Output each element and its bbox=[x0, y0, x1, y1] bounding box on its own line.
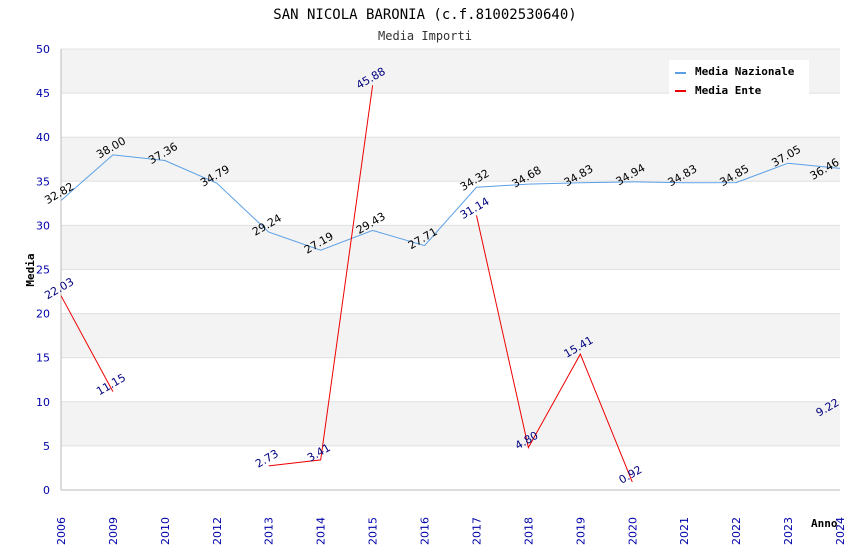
x-tick-label: 2013 bbox=[263, 517, 276, 545]
y-tick-label: 25 bbox=[36, 264, 50, 277]
x-tick-label: 2010 bbox=[159, 517, 172, 545]
series-line-media-ente bbox=[60, 295, 114, 392]
legend: Media Nazionale Media Ente bbox=[669, 60, 809, 100]
x-tick-label: 2015 bbox=[367, 517, 380, 545]
legend-label-nazionale: Media Nazionale bbox=[695, 65, 795, 78]
legend-box bbox=[669, 60, 809, 100]
series-line-media-ente bbox=[475, 215, 633, 483]
x-tick-labels: 2006 2009 2010 2012 2013 2014 2015 2016 2017 2018… bbox=[55, 517, 847, 545]
x-tick-label: 2006 bbox=[55, 517, 68, 545]
x-tick-label: 2014 bbox=[315, 517, 328, 545]
y-tick-label: 10 bbox=[36, 396, 50, 409]
x-tick-label: 2017 bbox=[470, 517, 483, 545]
x-tick-label: 2012 bbox=[211, 517, 224, 545]
y-tick-label: 30 bbox=[36, 219, 50, 232]
grid-band bbox=[61, 137, 840, 182]
chart-title: SAN NICOLA BARONIA (c.f.81002530640) bbox=[273, 7, 576, 23]
x-tick-label: 2024 bbox=[834, 517, 847, 545]
series-line-media-ente bbox=[268, 85, 374, 467]
data-label-media-ente: 11.15 bbox=[94, 371, 128, 398]
y-tick-label: 15 bbox=[36, 352, 50, 365]
grid-band bbox=[61, 401, 840, 446]
grid-band bbox=[61, 225, 840, 270]
y-tick-label: 20 bbox=[36, 308, 50, 321]
data-label-media-ente: 22.03 bbox=[42, 275, 76, 302]
x-tick-label: 2023 bbox=[782, 517, 795, 545]
y-tick-labels: 0 5 10 15 20 25 30 35 40 45 50 bbox=[36, 43, 50, 497]
y-tick-label: 50 bbox=[36, 43, 50, 56]
x-tick-label: 2020 bbox=[626, 517, 639, 545]
data-label-media-ente: 0.92 bbox=[617, 463, 645, 487]
y-tick-label: 0 bbox=[43, 484, 50, 497]
x-tick-label: 2009 bbox=[107, 517, 120, 545]
y-tick-label: 45 bbox=[36, 87, 50, 100]
x-tick-label: 2021 bbox=[678, 517, 691, 545]
x-axis-title: Anno bbox=[811, 517, 838, 530]
y-tick-label: 35 bbox=[36, 175, 50, 188]
x-tick-label: 2018 bbox=[522, 517, 535, 545]
y-tick-label: 5 bbox=[43, 440, 50, 453]
series-line-media-nazionale bbox=[60, 154, 841, 251]
x-tick-label: 2019 bbox=[574, 517, 587, 545]
grid-bands bbox=[61, 49, 840, 446]
legend-label-ente: Media Ente bbox=[695, 84, 762, 97]
y-axis-title: Media bbox=[24, 253, 37, 286]
grid-band bbox=[61, 313, 840, 358]
chart-subtitle: Media Importi bbox=[378, 29, 472, 43]
grid-lines bbox=[61, 48, 840, 447]
x-tick-label: 2016 bbox=[419, 517, 432, 545]
data-label-media-ente: 31.14 bbox=[458, 195, 492, 222]
series-lines bbox=[60, 85, 841, 483]
x-tick-label: 2022 bbox=[730, 517, 743, 545]
y-tick-label: 40 bbox=[36, 131, 50, 144]
data-label-media-ente: 2.73 bbox=[253, 447, 281, 471]
